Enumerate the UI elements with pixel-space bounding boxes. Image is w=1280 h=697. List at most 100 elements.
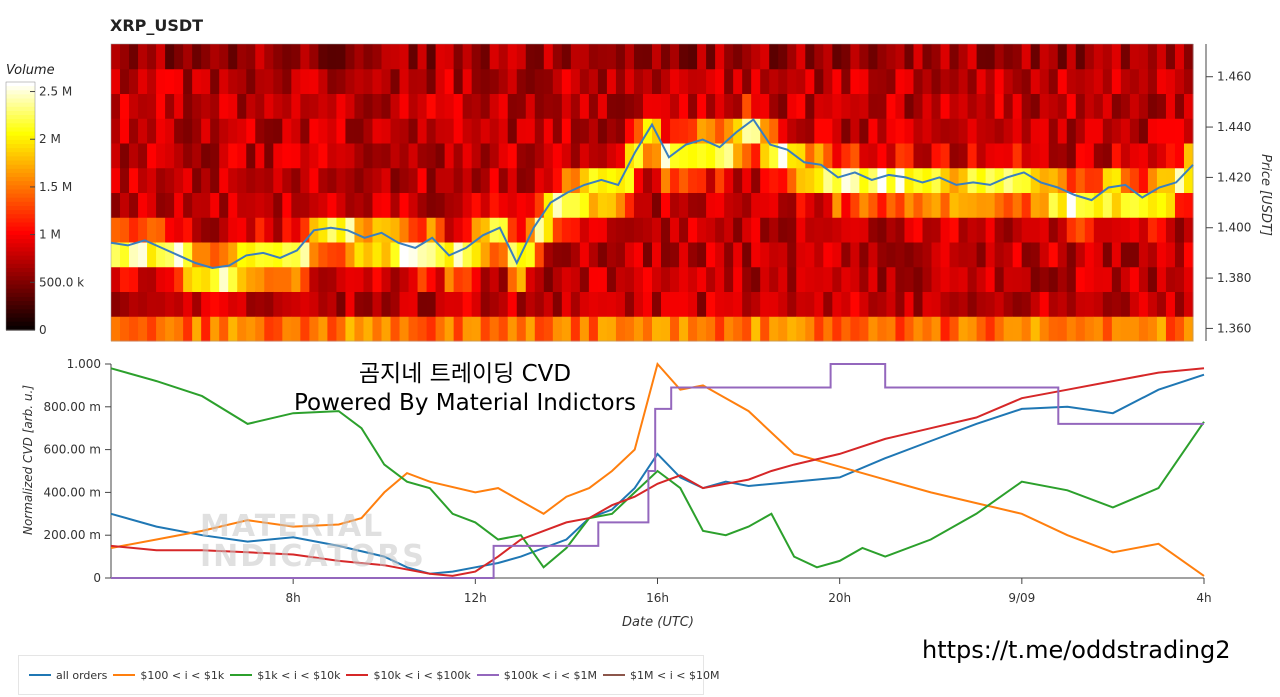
heatmap-cell (832, 242, 842, 268)
heatmap-cell (219, 217, 229, 243)
heatmap-cell (435, 93, 446, 119)
heatmap-cell (679, 291, 689, 317)
heatmap-cell (1129, 44, 1140, 70)
heatmap-cell (832, 316, 842, 342)
heatmap-cell (922, 118, 933, 144)
heatmap-cell (1174, 217, 1185, 243)
heatmap-cell (489, 316, 500, 342)
heatmap-cell (399, 118, 410, 144)
heatmap-cell (264, 143, 274, 169)
legend-item[interactable]: $100k < i < $1M (476, 669, 597, 682)
legend-item[interactable]: $1k < i < $10k (230, 669, 340, 682)
heatmap-cell (1165, 44, 1176, 70)
heatmap-cell (543, 167, 554, 193)
heatmap-cell (120, 217, 130, 243)
heatmap-cell (462, 266, 473, 292)
heatmap-cell (1030, 242, 1041, 268)
heatmap-cell (525, 93, 536, 119)
heatmap-cell (120, 266, 130, 292)
heatmap-cell (742, 143, 752, 169)
heatmap-cell (372, 217, 382, 243)
colorbar-step (6, 197, 35, 203)
heatmap-cell (273, 192, 283, 218)
heatmap-cell (1138, 266, 1149, 292)
heatmap-cell (237, 44, 247, 70)
heatmap-cell (940, 192, 951, 218)
heatmap-cell (1084, 44, 1095, 70)
legend-item[interactable]: $100 < i < $1k (113, 669, 224, 682)
heatmap-cell (958, 291, 969, 317)
heatmap-cell (246, 68, 256, 94)
heatmap-cell (823, 93, 833, 119)
colorbar-step (6, 226, 35, 232)
heatmap-cell (417, 266, 428, 292)
heatmap-cell (246, 316, 256, 342)
legend-item[interactable]: all orders (29, 669, 107, 682)
legend-item[interactable]: $1M < i < $10M (603, 669, 719, 682)
legend-item[interactable]: $10k < i < $100k (346, 669, 471, 682)
heatmap-cell (805, 143, 815, 169)
heatmap-cell (462, 44, 473, 70)
heatmap-cell (210, 167, 220, 193)
heatmap-cell (1021, 167, 1032, 193)
heatmap-cell (1075, 167, 1086, 193)
heatmap-cell (886, 143, 896, 169)
heatmap-cell (1156, 316, 1167, 342)
heatmap-cell (1066, 93, 1077, 119)
heatmap-cell (1021, 68, 1032, 94)
heatmap-cell (336, 291, 346, 317)
heatmap-cell (156, 143, 166, 169)
heatmap-cell (778, 192, 788, 218)
heatmap-cell (868, 118, 878, 144)
heatmap-cell (309, 291, 319, 317)
heatmap-cell (1003, 266, 1014, 292)
heatmap-cell (940, 143, 951, 169)
heatmap-cell (1030, 266, 1041, 292)
colorbar-step (6, 139, 35, 145)
heatmap-cell (435, 143, 446, 169)
legend-swatch (346, 674, 369, 676)
heatmap-cell (1075, 316, 1086, 342)
heatmap-cell (967, 118, 978, 144)
heatmap-cell (525, 68, 536, 94)
heatmap-cell (895, 316, 905, 342)
heatmap-cell (706, 291, 716, 317)
heatmap-cell (895, 68, 905, 94)
heatmap-cell (399, 242, 410, 268)
heatmap-cell (733, 291, 743, 317)
colorbar-step (6, 230, 35, 236)
heatmap-cell (516, 167, 527, 193)
heatmap-cell (1111, 242, 1122, 268)
heatmap-cell (913, 192, 923, 218)
heatmap-cell (210, 192, 220, 218)
heatmap-cell (1156, 68, 1167, 94)
heatmap-cell (498, 291, 509, 317)
heatmap-cell (264, 266, 274, 292)
heatmap-cell (976, 266, 987, 292)
heatmap-cell (1012, 44, 1023, 70)
heatmap-cell (1057, 44, 1068, 70)
heatmap-cell (805, 266, 815, 292)
heatmap-cell (706, 192, 716, 218)
heatmap-cell (129, 143, 139, 169)
heatmap-cell (426, 242, 437, 268)
heatmap-cell (570, 143, 581, 169)
heatmap-cell (624, 266, 635, 292)
heatmap-cell (886, 93, 896, 119)
heatmap-cell (904, 93, 914, 119)
heatmap-cell (318, 242, 328, 268)
heatmap-cell (895, 93, 905, 119)
heatmap-cell (742, 93, 752, 119)
heatmap-cell (309, 68, 319, 94)
heatmap-cell (444, 316, 455, 342)
heatmap-cell (868, 266, 878, 292)
heatmap-cell (769, 266, 779, 292)
heatmap-cell (1138, 291, 1149, 317)
heatmap-cell (805, 167, 815, 193)
heatmap-cell (336, 316, 346, 342)
heatmap-cell (426, 93, 437, 119)
heatmap-cell (399, 316, 410, 342)
heatmap-cell (1111, 143, 1122, 169)
heatmap-cell (1048, 167, 1059, 193)
heatmap-cell (642, 242, 653, 268)
